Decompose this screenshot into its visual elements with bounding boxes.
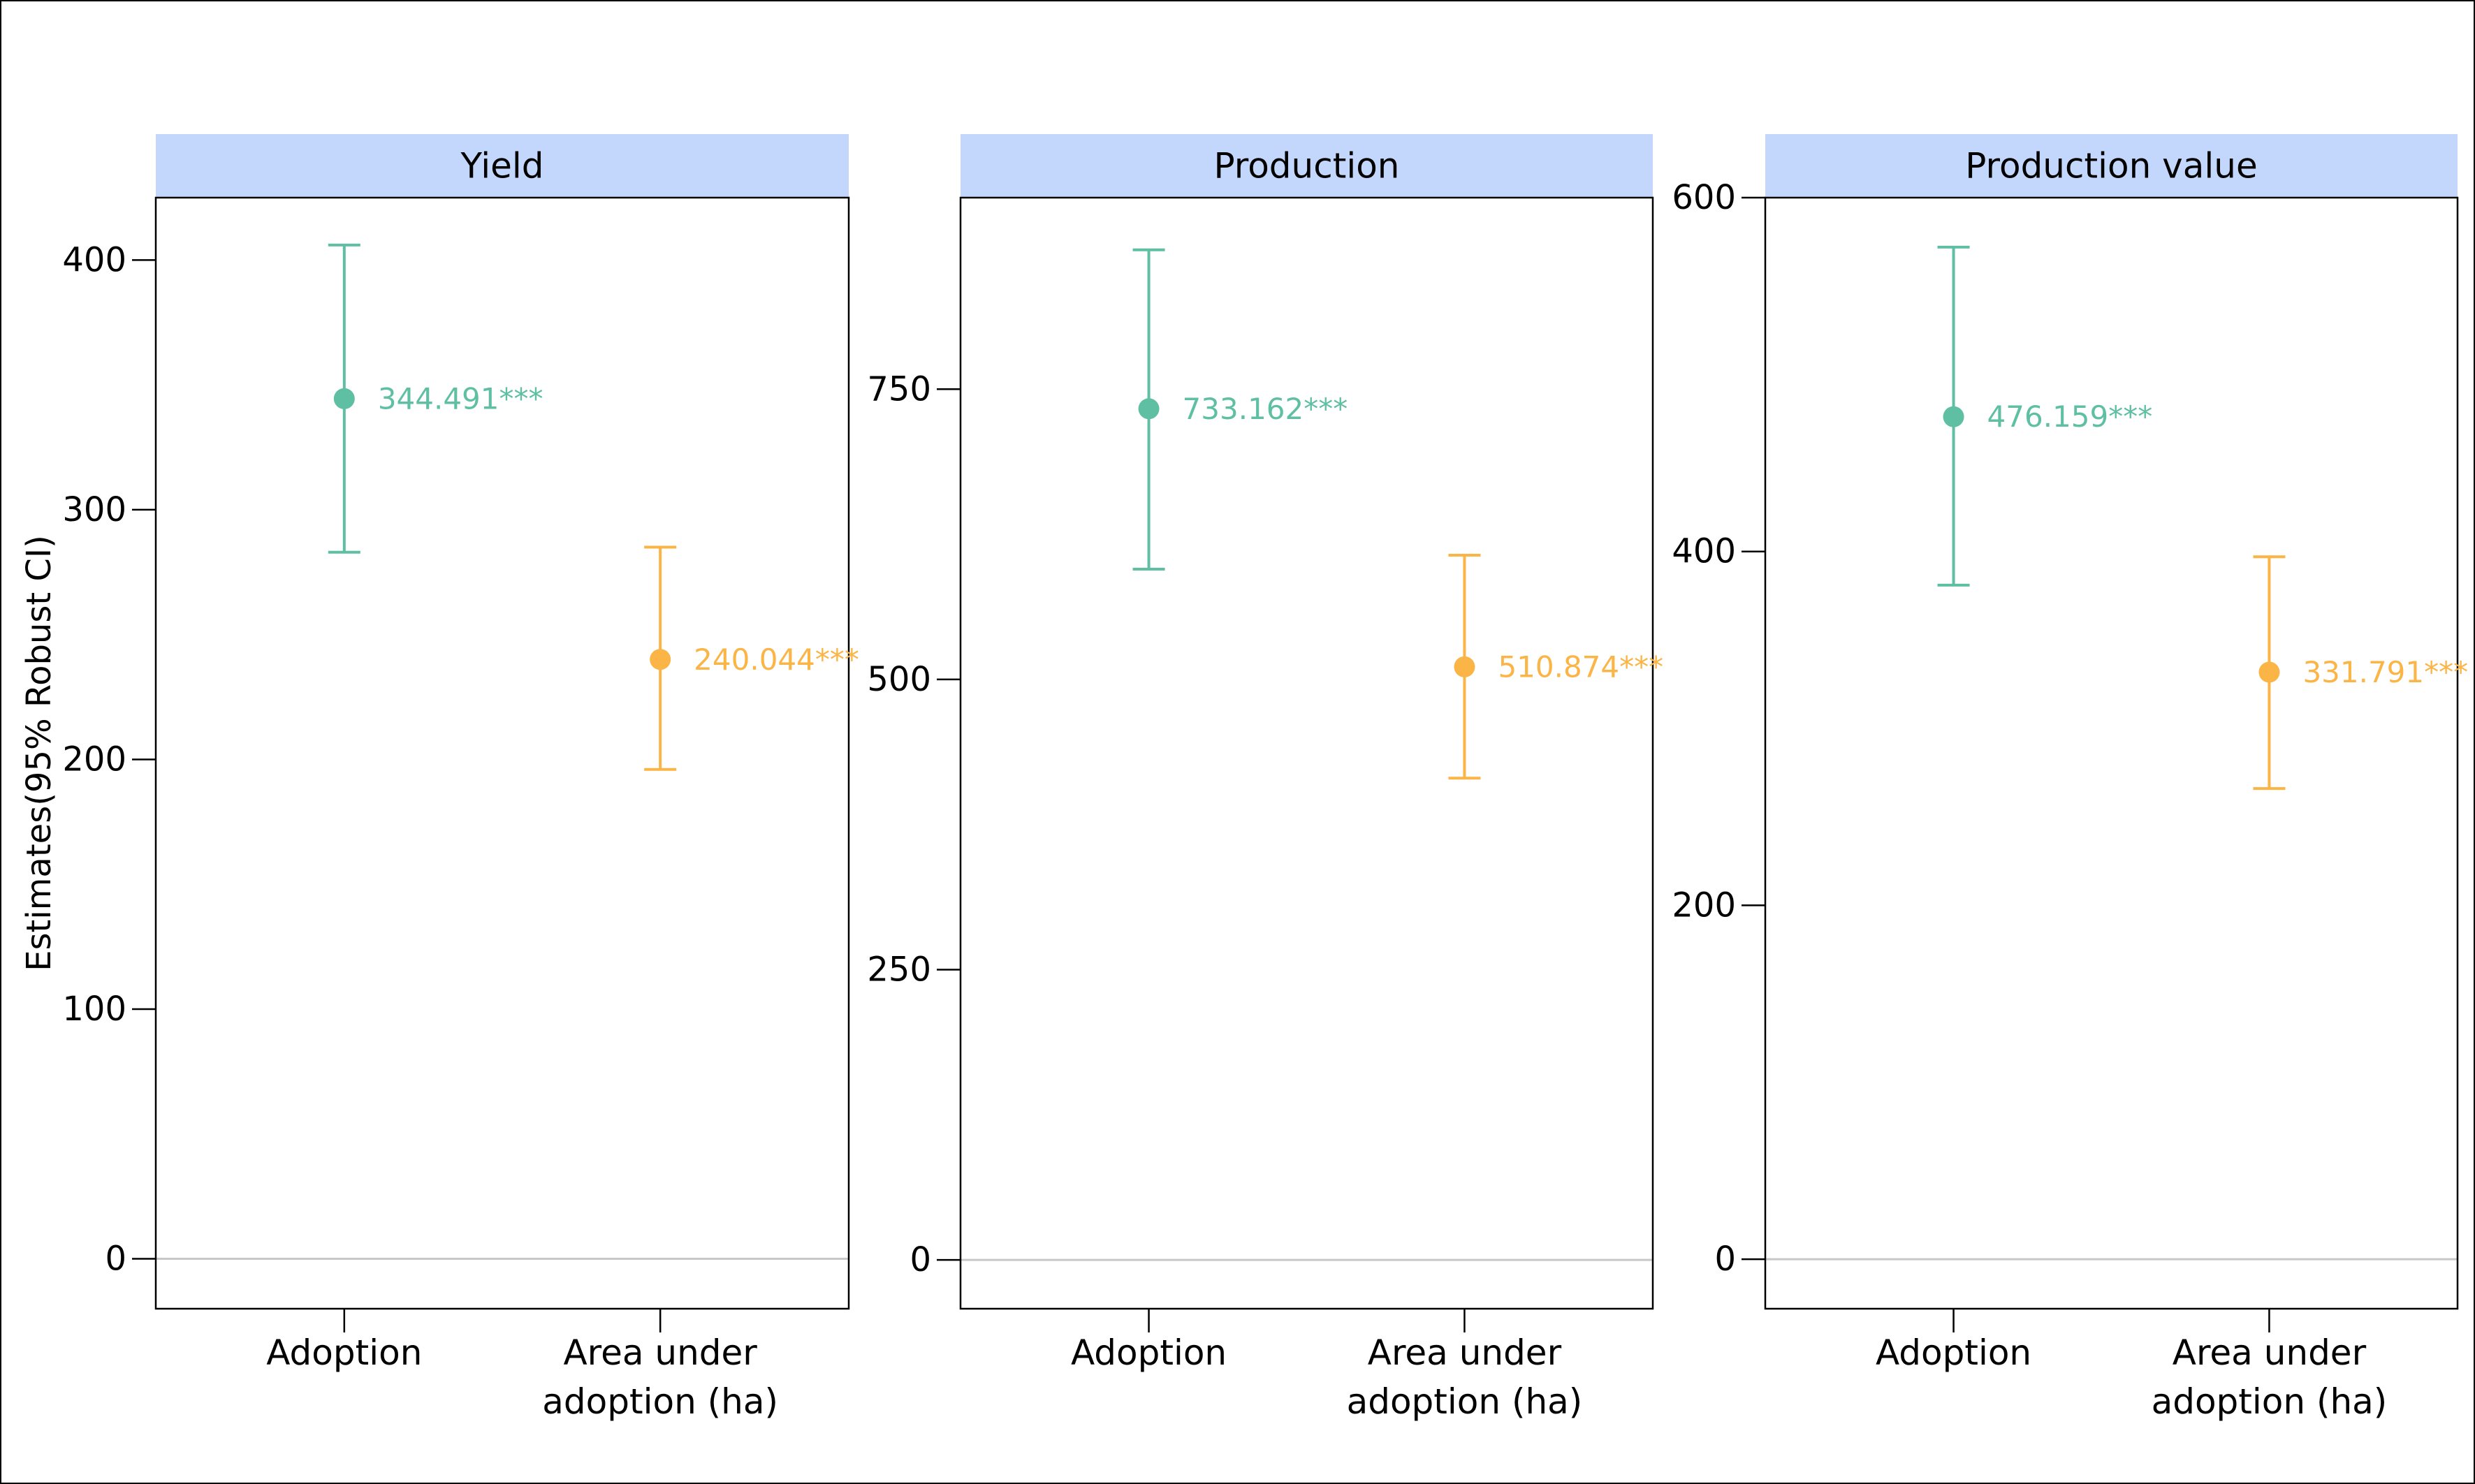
panel-1-estimate-label: 344.491*** — [378, 381, 543, 416]
panel-2-strip-header — [961, 134, 1653, 198]
panel-1-strip-header — [156, 134, 849, 198]
panel-3-plot-frame — [1764, 196, 2459, 1310]
y-axis-title: Estimates(95% Robust CI) — [20, 535, 59, 971]
panel-3-x-tick-label: adoption (ha) — [2152, 1381, 2388, 1422]
panel-1-y-tick-label: 0 — [105, 1239, 126, 1278]
panel-2-strip-title: Production — [1213, 146, 1399, 186]
panel-1-plot-frame — [154, 196, 850, 1310]
panel-3-estimate-point — [2258, 661, 2280, 683]
panel-2-x-tick-label: Area under — [1368, 1332, 1562, 1373]
panel-1-y-tick-label: 100 — [62, 990, 126, 1029]
panel-2-estimate-point — [1454, 656, 1475, 677]
panel-3-estimate-point — [1943, 406, 1964, 427]
panel-3-x-tick-label: Adoption — [1876, 1332, 2031, 1373]
panel-2-y-tick-label: 750 — [867, 369, 931, 409]
panel-1-y-tick-label: 400 — [62, 240, 126, 279]
panel-2-estimate-label: 733.162*** — [1183, 392, 1348, 426]
panel-2-y-tick-label: 0 — [910, 1240, 931, 1279]
panel-2-plot-frame — [959, 196, 1654, 1310]
panel-3-y-tick-label: 400 — [1672, 532, 1736, 571]
panel-1-strip-title: Yield — [460, 146, 543, 186]
panel-2-y-tick-label: 250 — [867, 950, 931, 990]
panel-1-x-tick-label: Adoption — [266, 1332, 422, 1373]
panel-1-x-tick-label: adoption (ha) — [542, 1381, 778, 1422]
panel-3-estimate-label: 476.159*** — [1987, 399, 2153, 434]
panel-2-x-tick-label: Adoption — [1071, 1332, 1227, 1373]
panel-1-estimate-point — [650, 649, 671, 670]
panel-1-x-tick-label: Area under — [563, 1332, 757, 1373]
panel-1-estimate-point — [333, 388, 355, 409]
panel-3-strip-title: Production value — [1965, 146, 2257, 186]
panel-1-estimate-label: 240.044*** — [694, 642, 859, 677]
panel-3-y-tick-label: 200 — [1672, 886, 1736, 925]
panel-1-y-tick-label: 300 — [62, 490, 126, 529]
panel-1-y-tick-label: 200 — [62, 740, 126, 779]
panel-2-estimate-point — [1138, 398, 1160, 420]
panel-2-x-tick-label: adoption (ha) — [1347, 1381, 1583, 1422]
panel-3-y-tick-label: 0 — [1714, 1240, 1736, 1279]
panel-3-y-tick-label: 600 — [1672, 178, 1736, 217]
panel-3-strip-header — [1765, 134, 2458, 198]
panel-2-estimate-label: 510.874*** — [1498, 649, 1663, 684]
panel-2-y-tick-label: 500 — [867, 660, 931, 699]
panel-3-estimate-label: 331.791*** — [2302, 655, 2468, 689]
panel-3-x-tick-label: Area under — [2173, 1332, 2367, 1373]
